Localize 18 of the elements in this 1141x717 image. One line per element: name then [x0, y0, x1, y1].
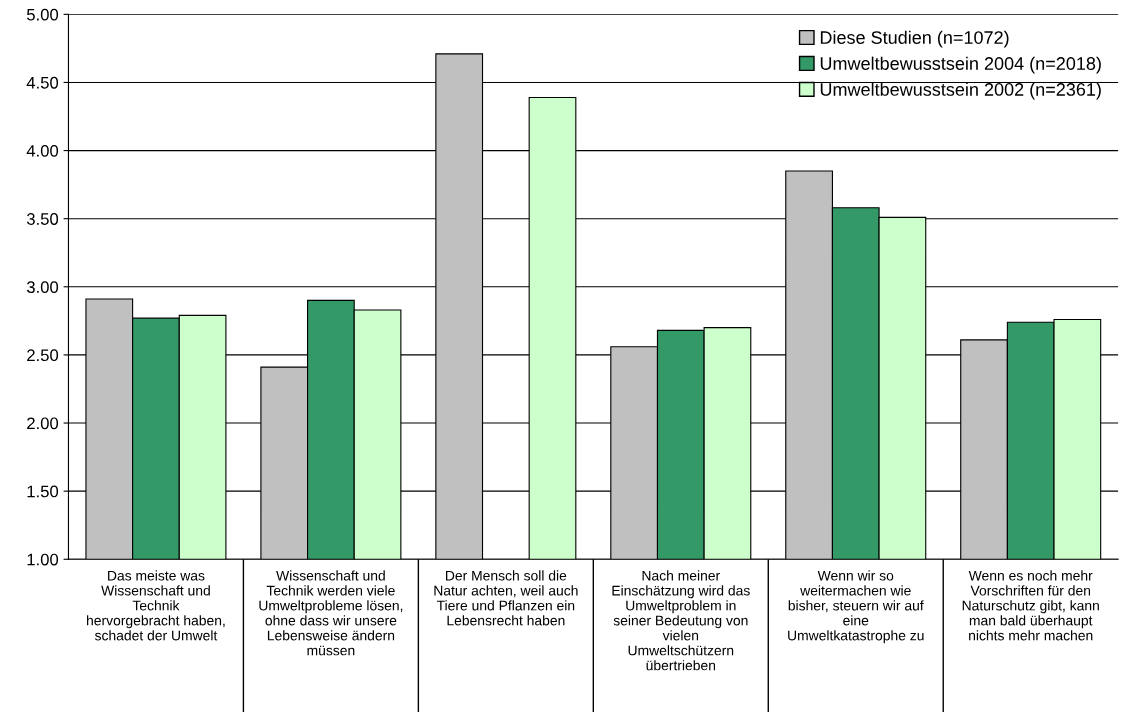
y-tick-label: 1.00 [27, 553, 59, 566]
y-tick-label: 4.50 [26, 76, 59, 89]
y-tick-label: 2.50 [27, 349, 59, 362]
legend-label: Umweltbewusstsein 2002 (n=2361) [820, 82, 1101, 100]
x-tick-label: Nach meiner Einschätzung wird das Umweltproblem in seiner Bedeutung von vielen Umweltschützern übertrieben [612, 570, 750, 671]
legend-label: Diese Studien (n=1072) [820, 30, 1009, 48]
y-tick-label: 4.00 [26, 144, 59, 157]
y-tick-label: 5.00 [26, 8, 59, 21]
x-tick-label: Wenn wir so weitermachen wie bisher, steuern wir auf eine Umweltkatastrophe zu [788, 570, 924, 644]
x-tick-label: Der Mensch soll die Natur achten, weil auch Tiere und Pflanzen ein Lebensrecht haben [434, 570, 578, 626]
y-tick-label: 1.50 [27, 485, 59, 498]
y-tick-label: 2.00 [27, 417, 59, 430]
x-tick-label: Wissenschaft und Technik werden viele Umweltprobleme lösen, ohne dass wir unsere Lebensweise ändern müssen [259, 570, 403, 656]
x-tick-label: Wenn es noch mehr Vorschriften für den Naturschutz gibt, kann man bald überhaupt nichts mehr machen [962, 570, 1099, 641]
y-tick-label: 3.00 [26, 281, 59, 293]
y-tick-label: 3.50 [26, 213, 59, 225]
x-tick-label: Das meiste was Wissenschaft und Technik hervorgebracht haben, schadet der Umwelt [87, 570, 225, 641]
legend-label: Umweltbewusstsein 2004 (n=2018) [820, 56, 1101, 74]
